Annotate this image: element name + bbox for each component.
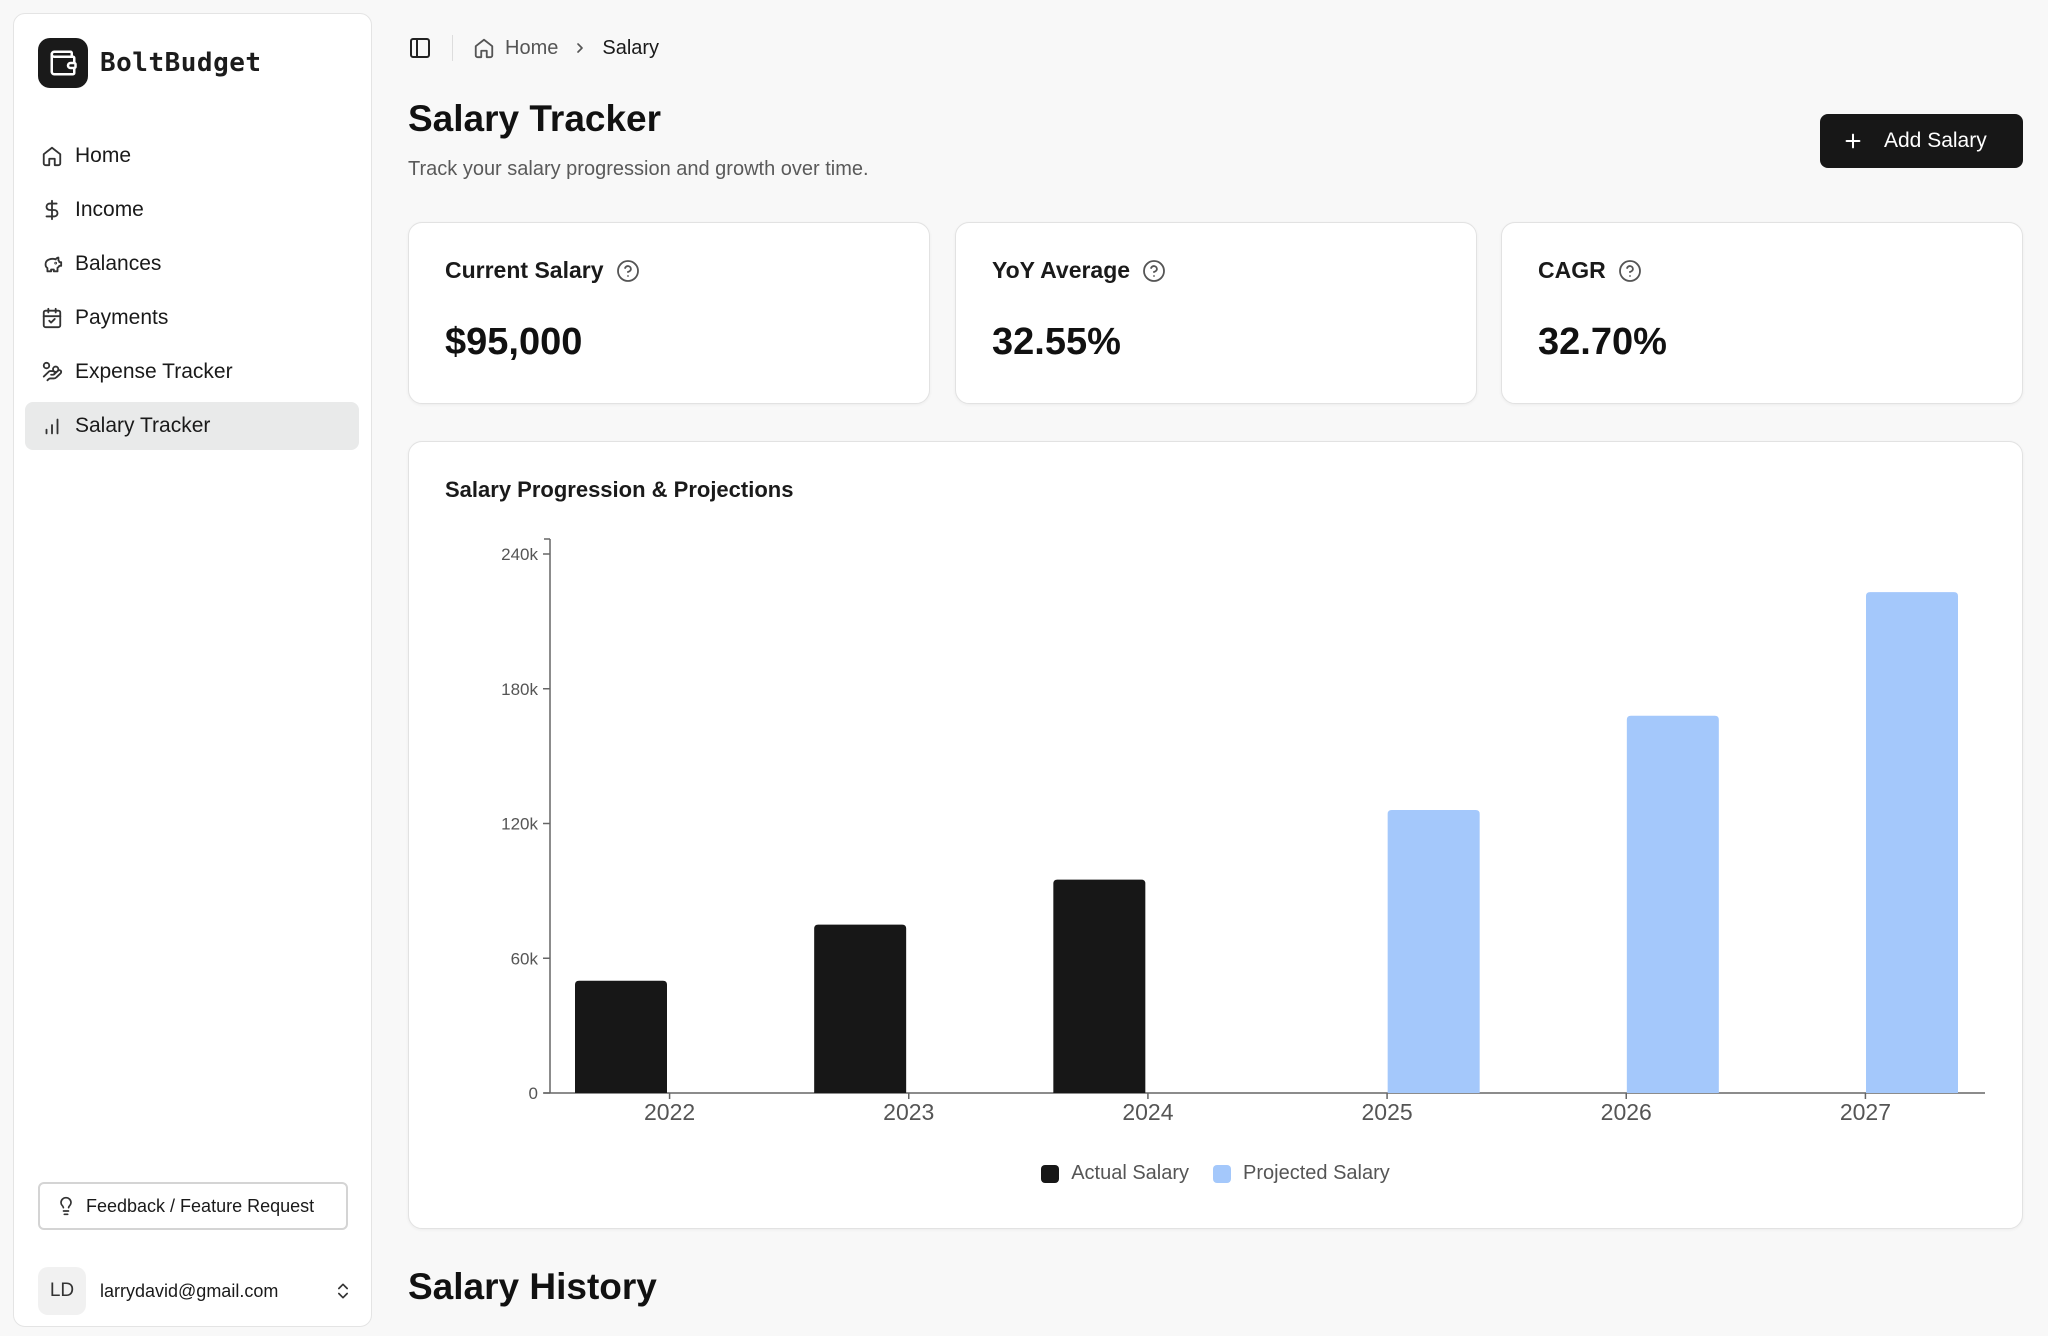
bar-actual xyxy=(814,924,907,1093)
wallet-icon xyxy=(38,38,88,88)
breadcrumb: Home Salary xyxy=(473,37,659,60)
stat-label: Current Salary xyxy=(445,257,640,284)
user-email: larrydavid@gmail.com xyxy=(100,1280,279,1301)
sidebar-toggle-icon[interactable] xyxy=(408,36,432,60)
chevrons-up-down-icon[interactable] xyxy=(328,1276,358,1306)
breadcrumb-current: Salary xyxy=(602,36,660,59)
bar-actual xyxy=(575,980,667,1093)
help-circle-icon[interactable] xyxy=(616,259,640,283)
y-tick-label: 0 xyxy=(529,1084,538,1103)
sidebar-item-label: Balances xyxy=(75,252,162,275)
page-title: Salary Tracker xyxy=(408,98,662,139)
home-icon xyxy=(39,143,65,169)
page-subtitle: Track your salary progression and growth… xyxy=(408,158,869,180)
y-tick-label: 120k xyxy=(501,815,538,834)
add-salary-label: Add Salary xyxy=(1884,129,1987,152)
lightbulb-icon xyxy=(56,1196,76,1216)
help-circle-icon[interactable] xyxy=(1142,259,1166,283)
sidebar-nav: Home Income Balances Payments Expense Tr… xyxy=(25,132,359,456)
topbar: Home Salary xyxy=(408,30,659,66)
y-tick-label: 60k xyxy=(511,949,539,968)
stat-card-yoy-average: YoY Average 32.55% xyxy=(955,222,1477,404)
legend-swatch-actual xyxy=(1041,1164,1060,1183)
bar-actual xyxy=(1053,879,1146,1093)
bar-projected xyxy=(1866,592,1958,1093)
stat-value: 32.55% xyxy=(992,321,1121,363)
stat-label-text: CAGR xyxy=(1538,257,1606,283)
y-tick-label: 180k xyxy=(501,680,538,699)
chevron-right-icon xyxy=(572,40,588,56)
dollar-icon xyxy=(39,197,65,223)
sidebar-item-home[interactable]: Home xyxy=(25,132,359,180)
salary-history-title: Salary History xyxy=(408,1266,657,1307)
chart-legend: Actual Salary Projected Salary xyxy=(409,1162,2022,1185)
sidebar-item-label: Income xyxy=(75,198,144,221)
x-tick-label: 2022 xyxy=(644,1099,695,1125)
y-tick-label: 240k xyxy=(501,545,538,564)
stat-card-cagr: CAGR 32.70% xyxy=(1501,222,2023,404)
bar-projected xyxy=(1626,715,1719,1093)
stat-value: $95,000 xyxy=(445,321,583,363)
legend-item-actual[interactable]: Actual Salary xyxy=(1041,1162,1189,1185)
sidebar-item-label: Home xyxy=(75,144,132,167)
sidebar-item-label: Expense Tracker xyxy=(75,360,233,383)
x-tick-label: 2026 xyxy=(1601,1099,1652,1125)
sidebar-item-expense-tracker[interactable]: Expense Tracker xyxy=(25,348,359,396)
salary-chart-card: Salary Progression & Projections 0 60k 120… xyxy=(408,441,2023,1229)
divider xyxy=(452,35,453,61)
sidebar-item-balances[interactable]: Balances xyxy=(25,240,359,288)
legend-swatch-projected xyxy=(1213,1164,1232,1183)
legend-label: Projected Salary xyxy=(1243,1162,1390,1184)
salary-bar-chart: 0 60k 120k 180k 240k 2022 2023 2024 2025 2026 2027 xyxy=(501,538,1985,1125)
x-tick-label: 2023 xyxy=(883,1099,934,1125)
sidebar: BoltBudget Home Income Balances Payments xyxy=(13,13,372,1327)
brand-name: BoltBudget xyxy=(100,48,262,78)
piggy-bank-icon xyxy=(39,251,65,277)
legend-label: Actual Salary xyxy=(1071,1162,1190,1184)
home-icon xyxy=(473,37,495,59)
plus-icon xyxy=(1842,130,1864,152)
stat-value: 32.70% xyxy=(1538,321,1667,363)
x-tick-label: 2024 xyxy=(1122,1099,1173,1125)
add-salary-button[interactable]: Add Salary xyxy=(1820,114,2023,168)
bar-projected xyxy=(1387,810,1480,1093)
stat-label: YoY Average xyxy=(992,257,1166,284)
brand[interactable]: BoltBudget xyxy=(38,38,262,88)
help-circle-icon[interactable] xyxy=(1618,259,1642,283)
feedback-label: Feedback / Feature Request xyxy=(86,1195,315,1216)
sidebar-item-payments[interactable]: Payments xyxy=(25,294,359,342)
sidebar-item-label: Payments xyxy=(75,306,169,329)
stat-label-text: Current Salary xyxy=(445,257,604,283)
breadcrumb-home-label: Home xyxy=(505,36,559,59)
breadcrumb-home[interactable]: Home xyxy=(473,37,558,60)
user-menu[interactable]: LD larrydavid@gmail.com xyxy=(38,1267,358,1315)
calendar-icon xyxy=(39,305,65,331)
sidebar-item-salary-tracker[interactable]: Salary Tracker xyxy=(25,402,359,450)
legend-item-projected[interactable]: Projected Salary xyxy=(1213,1162,1390,1185)
stat-label-text: YoY Average xyxy=(992,257,1131,283)
sidebar-item-income[interactable]: Income xyxy=(25,186,359,234)
hand-coins-icon xyxy=(39,359,65,385)
sidebar-item-label: Salary Tracker xyxy=(75,414,211,437)
x-tick-label: 2025 xyxy=(1361,1099,1412,1125)
bar-chart-icon xyxy=(39,413,65,439)
feedback-button[interactable]: Feedback / Feature Request xyxy=(38,1182,348,1230)
stat-label: CAGR xyxy=(1538,257,1642,284)
x-tick-label: 2027 xyxy=(1840,1099,1891,1125)
chart-title: Salary Progression & Projections xyxy=(445,477,794,502)
stat-card-current-salary: Current Salary $95,000 xyxy=(408,222,930,404)
avatar: LD xyxy=(38,1267,86,1315)
